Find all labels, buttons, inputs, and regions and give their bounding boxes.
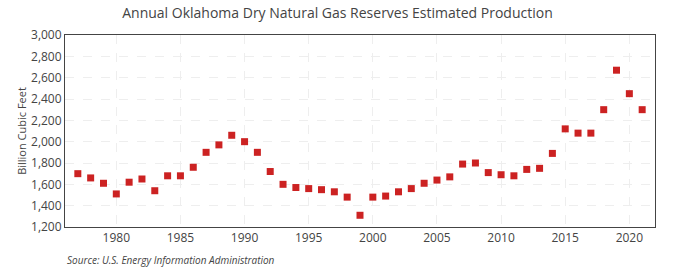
svg-text:2,000: 2,000 <box>31 133 62 150</box>
svg-text:3,000: 3,000 <box>31 26 62 43</box>
svg-text:Billion Cubic Feet: Billion Cubic Feet <box>14 87 29 175</box>
svg-text:1995: 1995 <box>295 229 323 246</box>
svg-text:2000: 2000 <box>359 229 387 246</box>
svg-text:1980: 1980 <box>103 229 131 246</box>
svg-text:2015: 2015 <box>551 229 579 246</box>
svg-text:2020: 2020 <box>616 229 644 246</box>
svg-text:2005: 2005 <box>423 229 451 246</box>
svg-text:1,600: 1,600 <box>31 176 62 193</box>
svg-text:1990: 1990 <box>231 229 259 246</box>
svg-text:Source: U.S. Energy Informatio: Source: U.S. Energy Information Administ… <box>67 253 275 267</box>
svg-text:2010: 2010 <box>487 229 515 246</box>
svg-text:2,600: 2,600 <box>31 69 62 86</box>
svg-text:Annual Oklahoma Dry Natural Ga: Annual Oklahoma Dry Natural Gas Reserves… <box>122 3 553 22</box>
svg-text:2,200: 2,200 <box>31 112 62 129</box>
svg-text:2,800: 2,800 <box>31 48 62 65</box>
svg-text:1,800: 1,800 <box>31 154 62 171</box>
svg-text:1,400: 1,400 <box>31 197 62 214</box>
svg-text:2,400: 2,400 <box>31 90 62 107</box>
svg-text:1985: 1985 <box>167 229 195 246</box>
svg-text:1,200: 1,200 <box>31 218 62 235</box>
